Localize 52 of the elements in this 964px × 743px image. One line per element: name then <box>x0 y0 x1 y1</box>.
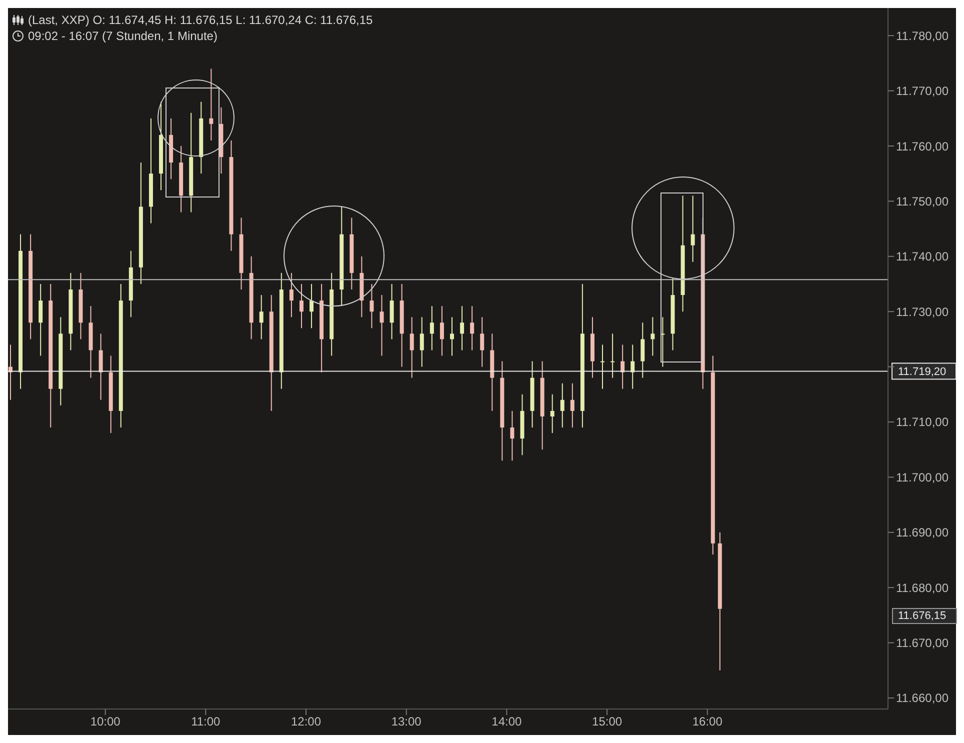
x-tick-label: 12:00 <box>291 714 322 729</box>
y-tick-label: 11.770,00 <box>896 84 949 98</box>
y-tick-label: 11.670,00 <box>896 636 949 650</box>
candlestick <box>450 316 454 356</box>
candlestick <box>430 306 434 351</box>
candlestick <box>630 344 635 390</box>
candlestick <box>610 333 615 378</box>
y-tick-label: 11.730,00 <box>896 304 949 319</box>
x-tick-label: 10:00 <box>90 714 121 729</box>
candlestick <box>259 294 264 340</box>
candlestick <box>370 283 374 329</box>
candlestick <box>410 316 414 378</box>
candlestick <box>690 195 695 262</box>
candlestick <box>209 68 214 141</box>
candlestick <box>510 410 514 462</box>
candlestick <box>38 283 43 356</box>
y-tick-label: 11.760,00 <box>896 139 949 154</box>
candlestick <box>440 306 444 356</box>
candlestick <box>620 344 625 390</box>
text: 09:02 - 16:07 (7 Stunden, 1 Minute) <box>28 28 218 44</box>
ref-line-label: 11.719,20 <box>898 366 946 378</box>
candlestick <box>650 316 655 356</box>
y-tick-label: 11.700,00 <box>896 470 949 484</box>
candlestick <box>98 333 103 400</box>
x-tick-label: 14:00 <box>492 714 522 729</box>
candlestick <box>390 283 394 340</box>
x-tick-label: 13:00 <box>391 714 422 729</box>
candlestick <box>600 344 605 390</box>
text: 11.676,15 <box>892 608 957 624</box>
candlestick <box>420 316 424 368</box>
candlestick <box>460 306 464 351</box>
x-tick-label: 16:00 <box>692 714 723 729</box>
y-tick-label: 11.780,00 <box>896 28 949 43</box>
candlestick <box>570 382 574 428</box>
x-tick-label: 15:00 <box>592 714 622 729</box>
y-tick-label: 11.710,00 <box>896 415 949 430</box>
candlestick <box>480 316 484 368</box>
y-tick-label: 11.680,00 <box>896 580 949 595</box>
y-tick-label: 11.750,00 <box>896 194 949 208</box>
candlestick <box>289 272 294 318</box>
candlestick <box>470 306 474 351</box>
y-tick-label: 11.660,00 <box>896 691 949 706</box>
candlestick <box>560 382 564 428</box>
x-tick-label: 11:00 <box>191 714 221 729</box>
candlestick <box>380 294 384 356</box>
y-tick-label: 11.690,00 <box>896 526 949 540</box>
candlestick <box>640 322 645 378</box>
y-tick-label: 11.740,00 <box>896 250 949 264</box>
candlestick <box>299 283 304 329</box>
candlestick <box>310 283 314 329</box>
candlestick <box>550 394 554 434</box>
chart-title: (Last, XXP) O: 11.674,45 H: 11.676,15 L: 11.670,24 C: 11.676,15 <box>28 12 373 28</box>
